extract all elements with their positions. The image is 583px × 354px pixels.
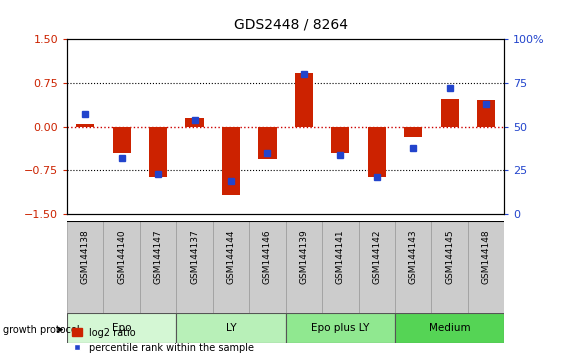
Text: Medium: Medium bbox=[429, 323, 470, 333]
Text: GSM144139: GSM144139 bbox=[300, 229, 308, 284]
Bar bbox=[177, 313, 286, 343]
Bar bbox=[295, 73, 313, 127]
Bar bbox=[185, 118, 203, 127]
Text: LY: LY bbox=[226, 323, 236, 333]
Text: GSM144144: GSM144144 bbox=[227, 229, 236, 284]
Text: growth protocol: growth protocol bbox=[3, 325, 79, 335]
Bar bbox=[67, 313, 177, 343]
Text: GSM144142: GSM144142 bbox=[373, 229, 381, 284]
Bar bbox=[76, 124, 94, 127]
Text: Epo: Epo bbox=[112, 323, 131, 333]
Bar bbox=[431, 221, 468, 320]
Bar bbox=[395, 221, 431, 320]
Bar bbox=[395, 313, 504, 343]
Text: GSM144147: GSM144147 bbox=[154, 229, 163, 284]
Bar bbox=[258, 127, 276, 159]
Bar bbox=[67, 221, 104, 320]
Bar bbox=[331, 127, 349, 153]
Bar bbox=[441, 98, 459, 127]
Text: GSM144137: GSM144137 bbox=[190, 229, 199, 284]
Bar bbox=[113, 127, 131, 153]
Bar bbox=[359, 221, 395, 320]
Bar bbox=[222, 127, 240, 195]
Text: GSM144138: GSM144138 bbox=[81, 229, 90, 284]
Bar bbox=[368, 127, 386, 177]
Text: GSM144145: GSM144145 bbox=[445, 229, 454, 284]
Bar bbox=[477, 100, 495, 127]
Text: GSM144140: GSM144140 bbox=[117, 229, 126, 284]
Text: Epo plus LY: Epo plus LY bbox=[311, 323, 370, 333]
Bar bbox=[104, 221, 140, 320]
Bar bbox=[213, 221, 250, 320]
Bar bbox=[250, 221, 286, 320]
Legend: log2 ratio, percentile rank within the sample: log2 ratio, percentile rank within the s… bbox=[72, 328, 254, 353]
Text: GDS2448 / 8264: GDS2448 / 8264 bbox=[234, 18, 349, 32]
Bar bbox=[286, 313, 395, 343]
Bar bbox=[177, 221, 213, 320]
Text: GSM144141: GSM144141 bbox=[336, 229, 345, 284]
Text: GSM144146: GSM144146 bbox=[263, 229, 272, 284]
Bar bbox=[286, 221, 322, 320]
Bar bbox=[322, 221, 359, 320]
Text: GSM144143: GSM144143 bbox=[409, 229, 417, 284]
Bar bbox=[468, 221, 504, 320]
Text: GSM144148: GSM144148 bbox=[482, 229, 490, 284]
Bar bbox=[140, 221, 177, 320]
Bar bbox=[404, 127, 422, 137]
Bar bbox=[149, 127, 167, 177]
